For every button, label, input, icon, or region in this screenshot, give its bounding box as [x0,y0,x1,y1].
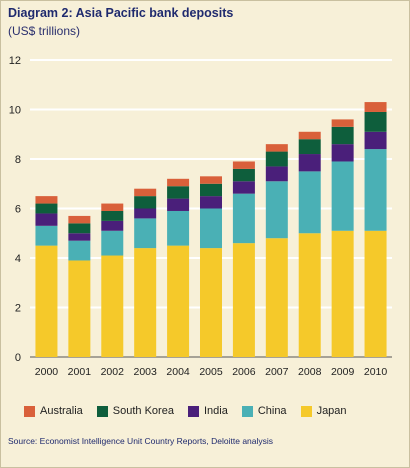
legend-item: Australia [24,405,83,417]
bar-segment [68,233,91,241]
bar-segment [134,218,157,249]
bar-segment [298,154,321,172]
legend-swatch [187,405,199,417]
bar-segment [68,215,91,224]
x-tick-label: 2003 [134,366,158,378]
bar-segment [331,119,354,127]
x-tick-label: 2006 [232,366,256,378]
chart-title: Diagram 2: Asia Pacific bank deposits [8,6,234,20]
legend-label: China [257,405,287,417]
bar-segment [101,220,124,231]
x-tick-label: 2005 [199,366,223,378]
legend-item: South Korea [96,405,174,417]
x-tick-label: 2007 [265,366,289,378]
y-tick-label: 6 [15,204,21,216]
bar-segment [364,102,387,112]
bar-segment [331,230,354,357]
bar-segment [35,225,58,246]
bar-segment [35,203,58,214]
bar-chart: 0 2 4 6 8 10 12 2000 2001 2002 2003 2004 2005 2006 200… [9,55,392,378]
bar-segment [200,196,222,209]
bar-segment [265,181,288,239]
bar-segment [101,210,124,221]
bar-segment [134,188,157,197]
x-tick-label: 2009 [331,366,355,378]
bar-segment [232,161,255,169]
y-tick-label: 10 [9,105,21,117]
bar-segment [265,166,288,182]
bar-segment [364,149,387,231]
bar-segment [298,233,321,357]
bar-segment [35,245,58,357]
bar-segment [298,131,321,140]
legend-label: Australia [40,405,83,417]
legend: Australia South Korea India China Japan [24,405,347,417]
bar-segment [200,176,222,184]
bar-segment [364,131,387,150]
x-tick-label: 2010 [364,366,388,378]
y-tick-label: 12 [9,55,21,67]
bar-segment [331,126,354,145]
bar-segment [167,186,190,199]
legend-item: India [187,405,228,417]
bar-segment [101,255,124,357]
legend-swatch [96,405,108,417]
bar-segment [167,210,190,246]
bar-segment [134,196,157,209]
bar-segment [364,230,387,357]
bar-segment [167,245,190,357]
bar-segment [101,230,124,256]
legend-label: South Korea [112,405,174,417]
x-tick-label: 2008 [298,366,322,378]
source-note: Source: Economist Intelligence Unit Coun… [8,436,274,446]
bar-segment [200,183,222,197]
bar-segment [265,151,288,167]
legend-label: Japan [316,405,347,417]
legend-item: Japan [300,405,347,417]
x-tick-label: 2000 [35,366,59,378]
bar-segment [35,213,58,226]
bar-segment [265,238,288,357]
y-tick-label: 8 [15,154,21,166]
legend-swatch [24,405,35,417]
chart-subtitle: (US$ trillions) [8,24,81,38]
bar-segment [265,144,288,152]
y-tick-label: 4 [15,253,21,265]
bar-segment [364,111,387,132]
bar-segment [68,260,91,357]
bar-segment [167,178,190,187]
bar-segment [167,198,190,211]
bar-segment [331,144,354,162]
bar-segment [101,203,124,211]
bar-segment [68,240,91,261]
bar-segment [232,193,255,244]
legend-swatch [241,405,253,417]
y-tick-label: 0 [15,352,21,364]
legend-label: India [203,405,228,417]
bar-segment [200,208,222,249]
bar-segment [232,243,255,357]
bar-segment [134,208,157,219]
legend-swatch [300,405,312,417]
x-tick-label: 2002 [101,366,125,378]
bar-segment [331,161,354,231]
legend-item: China [241,405,287,417]
x-tick-label: 2001 [68,366,92,378]
bar-segment [298,171,321,234]
bar-segment [200,248,222,357]
bar-segment [68,223,91,234]
bar-segment [298,139,321,155]
bar-segment [232,168,255,182]
x-tick-label: 2004 [166,366,190,378]
bar-segment [35,196,58,204]
bar-segment [232,181,255,194]
y-tick-label: 2 [15,303,21,315]
bar-segment [134,248,157,357]
